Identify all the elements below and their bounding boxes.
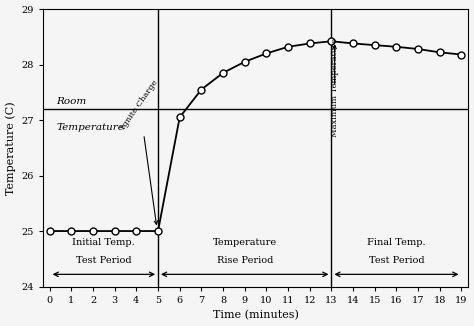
Text: Rise Period: Rise Period xyxy=(217,256,273,265)
Text: Final Temp.: Final Temp. xyxy=(367,238,426,247)
Text: Test Period: Test Period xyxy=(369,256,424,265)
Text: Temperature: Temperature xyxy=(213,238,277,247)
Text: Test Period: Test Period xyxy=(76,256,132,265)
X-axis label: Time (minutes): Time (minutes) xyxy=(213,310,299,320)
Text: Temperature: Temperature xyxy=(56,123,124,132)
Text: Ignite Charge: Ignite Charge xyxy=(119,79,160,224)
Y-axis label: Temperature (C): Temperature (C) xyxy=(6,101,16,195)
Text: Maximum Temperature: Maximum Temperature xyxy=(331,37,338,137)
Text: Initial Temp.: Initial Temp. xyxy=(73,238,135,247)
Text: Room: Room xyxy=(56,96,86,106)
